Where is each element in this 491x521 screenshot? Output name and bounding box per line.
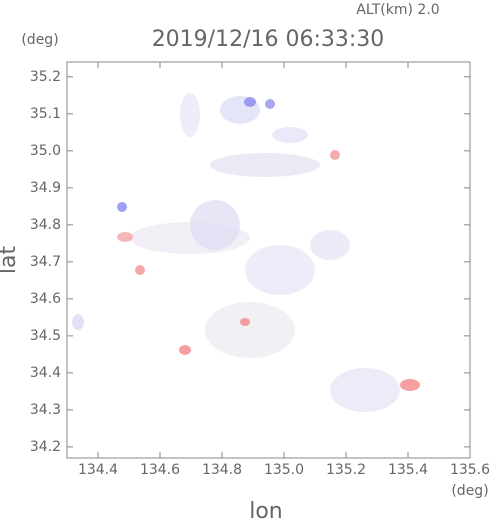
echo [180, 93, 200, 137]
echo [135, 265, 145, 275]
x-tick-label: 135.6 [450, 462, 490, 478]
echo [330, 368, 400, 412]
y-tick-label: 34.2 [30, 439, 61, 455]
echo [72, 314, 84, 330]
subtitle: ALT(km) 2.0 [356, 2, 439, 18]
chart-title: 2019/12/16 06:33:30 [152, 27, 385, 52]
echo [400, 379, 420, 391]
echo [310, 230, 350, 260]
y-tick-label: 34.3 [30, 402, 61, 418]
y-tick-label: 35.1 [30, 106, 61, 122]
echo [240, 318, 250, 326]
echo [117, 202, 127, 212]
x-tick-label: 135.4 [388, 462, 428, 478]
echo [245, 245, 315, 295]
y-tick-label: 35.2 [30, 69, 61, 85]
x-tick-label: 134.6 [140, 462, 180, 478]
echo [272, 127, 308, 143]
echo [244, 97, 256, 107]
y-tick-label: 34.4 [30, 365, 61, 381]
x-label: lon [249, 499, 283, 521]
echo [205, 302, 295, 358]
y-tick-label: 34.9 [30, 180, 61, 196]
x-tick-label: 135.0 [264, 462, 304, 478]
echo [117, 232, 133, 242]
y-tick-label: 34.8 [30, 217, 61, 233]
echoes [72, 93, 420, 412]
echo [210, 153, 320, 177]
plot-frame [66, 61, 471, 459]
x-tick-label: 134.8 [202, 462, 242, 478]
x-unit: (deg) [451, 483, 488, 499]
echo [179, 345, 191, 355]
x-tick-label: 134.4 [78, 462, 118, 478]
y-tick-label: 35.0 [30, 143, 61, 159]
y-tick-label: 34.6 [30, 291, 61, 307]
y-label: lat [0, 246, 21, 275]
x-tick-label: 135.2 [326, 462, 366, 478]
echo [190, 200, 240, 250]
echo [265, 99, 275, 109]
y-unit: (deg) [21, 32, 58, 48]
echo [330, 150, 340, 160]
y-tick-label: 34.7 [30, 254, 61, 270]
y-tick-label: 34.5 [30, 328, 61, 344]
